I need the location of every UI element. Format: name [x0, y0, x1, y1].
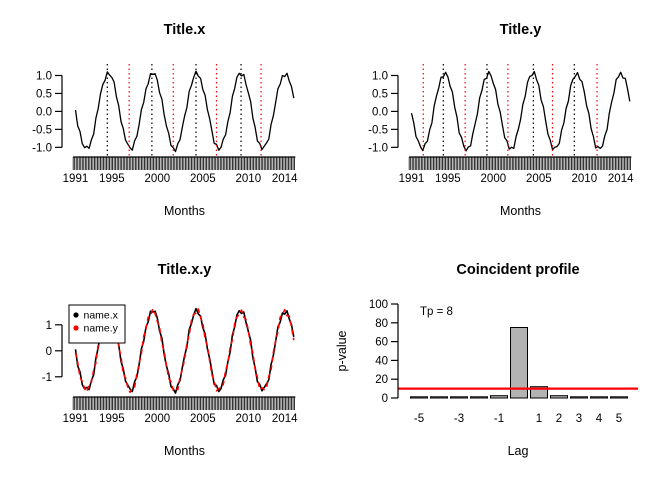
y-tick-label: 0: [382, 393, 388, 405]
x-tick-label: -3: [454, 413, 464, 425]
y-tick-label: 0.5: [36, 88, 52, 100]
x-axis-label: Months: [164, 204, 205, 218]
bar-lag--1: [490, 395, 508, 399]
y-tick-label: 0: [46, 346, 52, 358]
x-tick-label: 1: [536, 413, 542, 425]
bar-lag--5: [410, 396, 428, 399]
x-tick-label: 3: [576, 413, 582, 425]
x-tick-label: 2: [556, 413, 562, 425]
y-tick-label: 40: [375, 355, 388, 367]
title-x-y-chart: 1 0 -1 1991 1995 2000 2005 2010 2014 Months Title.…: [42, 262, 298, 458]
chart-title: Title.x: [164, 22, 206, 38]
x-tick-label: 2000: [145, 173, 171, 185]
x-tick-label: 2014: [272, 173, 298, 185]
x-tick-label: 4: [596, 413, 603, 425]
y-tick-label: 80: [375, 318, 388, 330]
x-tick-label: 1991: [63, 173, 89, 185]
y-tick-label: 0.5: [372, 88, 388, 100]
x-tick-label: 2000: [481, 173, 507, 185]
x-tick-label: 1995: [99, 173, 125, 185]
x-axis-label: Months: [500, 204, 541, 218]
x-tick-label: 2005: [190, 413, 216, 425]
series-line-name.y: [74, 308, 295, 394]
x-tick-label: 1991: [63, 413, 89, 425]
y-axis: 1 0 -1: [42, 320, 63, 384]
x-tick-label: 2010: [236, 173, 262, 185]
y-axis: 1.0 0.5 0.0 -0.5 -1.0: [32, 70, 63, 154]
x-tick-label: 2000: [145, 413, 171, 425]
y-tick-label: -1.0: [32, 142, 52, 154]
chart-title: Title.y: [500, 22, 542, 38]
chart-title: Title.x.y: [158, 262, 212, 278]
x-tick-label: 1991: [399, 173, 425, 185]
x-axis-label: Months: [164, 444, 205, 458]
bar-lag-2: [550, 395, 568, 399]
y-tick-label: 1: [46, 320, 52, 332]
tp-annotation: Tp = 8: [420, 306, 453, 318]
legend-box: [68, 304, 126, 344]
y-tick-label: 0.0: [372, 106, 388, 118]
series-line-name.y: [410, 70, 631, 152]
y-tick-label: 60: [375, 337, 388, 349]
chart-title: Coincident profile: [456, 262, 579, 278]
x-tick-label: 2014: [272, 413, 298, 425]
y-axis-label: p-value: [336, 330, 349, 371]
y-tick-label: -1: [42, 372, 52, 384]
y-tick-label: 20: [375, 374, 388, 386]
y-tick-label: 1.0: [372, 70, 388, 82]
y-tick-label: 100: [369, 299, 388, 311]
bar-lag--2: [470, 396, 488, 399]
legend-label: name.y: [84, 323, 119, 335]
panel-coincident-profile: 0 20 40 60 80 100 -5 -3 -1 1 2 3 4 5 Tp = 8 Lag p-value C…: [335, 240, 672, 480]
legend-marker-name.x: [73, 312, 79, 318]
bar-lag-4: [590, 396, 608, 399]
y-tick-label: -0.5: [368, 124, 388, 136]
x-axis-label: Lag: [508, 444, 529, 458]
x-tick-label: 1995: [99, 413, 125, 425]
legend-label: name.x: [84, 310, 119, 322]
bars: [410, 327, 628, 399]
bar-lag-3: [570, 396, 588, 399]
x-tick-label: 5: [616, 413, 622, 425]
bar-lag-5: [610, 396, 628, 399]
y-axis: 0 20 40 60 80 100: [369, 299, 399, 405]
y-tick-label: -0.5: [32, 124, 52, 136]
panel-title-x-y: 1 0 -1 1991 1995 2000 2005 2010 2014 Months Title.…: [0, 240, 336, 480]
panel-title-x: 1.0 0.5 0.0 -0.5 -1.0 1991 1995 2000 2005 2010 201…: [0, 0, 336, 240]
y-tick-label: -1.0: [368, 142, 388, 154]
x-tick-label: -5: [414, 413, 424, 425]
x-tick-label: 2010: [572, 173, 598, 185]
title-y-chart: 1.0 0.5 0.0 -0.5 -1.0 1991 1995 2000 2005 2010 201…: [368, 22, 634, 218]
series-line-name.x: [74, 70, 295, 153]
panel-title-y: 1.0 0.5 0.0 -0.5 -1.0 1991 1995 2000 2005 2010 201…: [336, 0, 672, 240]
x-axis-rug: [72, 396, 296, 410]
title-x-chart: 1.0 0.5 0.0 -0.5 -1.0 1991 1995 2000 2005 2010 201…: [32, 22, 298, 218]
x-tick-label: 2005: [190, 173, 216, 185]
x-axis-rug: [72, 156, 296, 170]
x-tick-label: -1: [494, 413, 504, 425]
coincident-profile-chart: 0 20 40 60 80 100 -5 -3 -1 1 2 3 4 5 Tp = 8 Lag p-value C…: [335, 262, 638, 458]
legend-marker-name.y: [73, 325, 79, 331]
bar-lag--4: [430, 396, 448, 399]
x-tick-label: 2005: [526, 173, 552, 185]
bar-lag--3: [450, 396, 468, 399]
x-axis-rug: [408, 156, 632, 170]
x-tick-label: 2014: [608, 173, 634, 185]
y-axis: 1.0 0.5 0.0 -0.5 -1.0: [368, 70, 399, 154]
x-tick-label: 1995: [435, 173, 461, 185]
bar-lag-1: [530, 386, 548, 399]
y-tick-label: 1.0: [36, 70, 52, 82]
x-tick-label: 2010: [236, 413, 262, 425]
bar-lag-0: [510, 327, 528, 399]
y-tick-label: 0.0: [36, 106, 52, 118]
